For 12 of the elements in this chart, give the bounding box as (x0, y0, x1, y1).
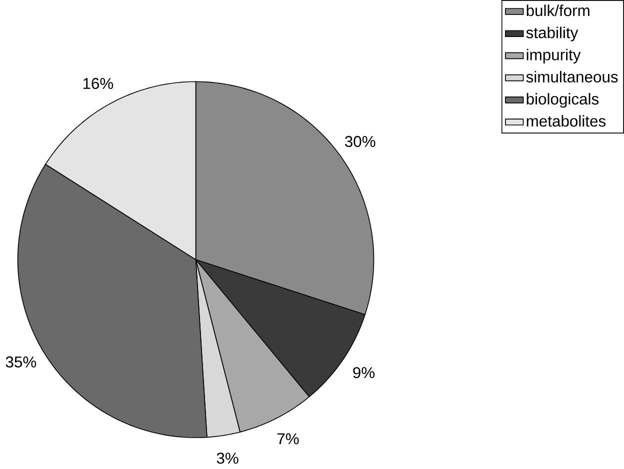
data-label: 9% (353, 367, 375, 378)
legend-label: stability (526, 26, 578, 42)
data-label: 3% (216, 452, 238, 464)
data-label: 7% (277, 433, 299, 444)
legend-label: biologicals (526, 93, 599, 108)
data-label: 30% (344, 136, 376, 148)
legend-label: bulk/form (526, 4, 590, 16)
legend-label: impurity (526, 48, 581, 64)
legend-label: metabolites (526, 115, 606, 127)
data-label: 16% (83, 78, 114, 90)
legend-label: simultaneous (526, 70, 618, 82)
data-label: 35% (6, 356, 36, 368)
